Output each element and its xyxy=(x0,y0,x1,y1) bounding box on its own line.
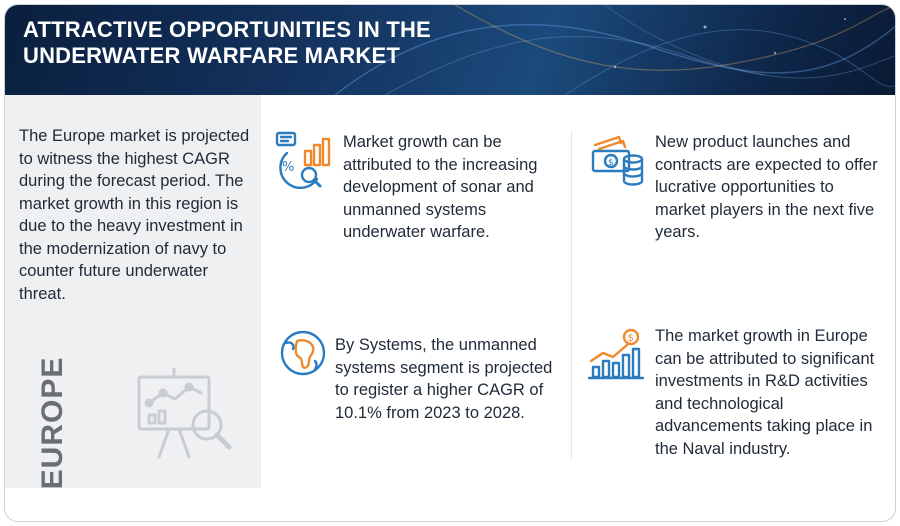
region-label: EUROPE xyxy=(33,357,73,490)
region-panel: The Europe market is projected to witnes… xyxy=(5,95,261,490)
cash-coins-icon: $ xyxy=(591,135,644,186)
growth-chart-magnifier-icon: % xyxy=(275,131,331,189)
bottom-strip xyxy=(5,488,261,521)
svg-text:$: $ xyxy=(608,158,614,168)
banner-light-streaks xyxy=(334,5,895,95)
svg-text:%: % xyxy=(282,160,294,175)
insight-systems-segment: By Systems, the unmanned systems segment… xyxy=(335,336,553,422)
region-description: The Europe market is projected to witnes… xyxy=(19,127,250,303)
dollar-bar-chart-icon: $ xyxy=(587,328,645,380)
page-title: ATTRACTIVE OPPORTUNITIES IN THE UNDERWAT… xyxy=(23,17,431,68)
svg-text:$: $ xyxy=(628,333,634,344)
region-label-text: EUROPE xyxy=(36,356,69,490)
opportunities-card: ATTRACTIVE OPPORTUNITIES IN THE UNDERWAT… xyxy=(4,4,896,522)
insight-product-launches: New product launches and contracts are e… xyxy=(655,133,878,241)
header-banner: ATTRACTIVE OPPORTUNITIES IN THE UNDERWAT… xyxy=(5,5,895,95)
insight-market-growth: Market growth can be attributed to the i… xyxy=(343,133,538,241)
presentation-board-analytics-icon xyxy=(137,367,232,459)
insight-europe-investment: The market growth in Europe can be attri… xyxy=(655,327,875,458)
globe-africa-icon xyxy=(280,330,326,376)
column-divider xyxy=(571,130,572,460)
